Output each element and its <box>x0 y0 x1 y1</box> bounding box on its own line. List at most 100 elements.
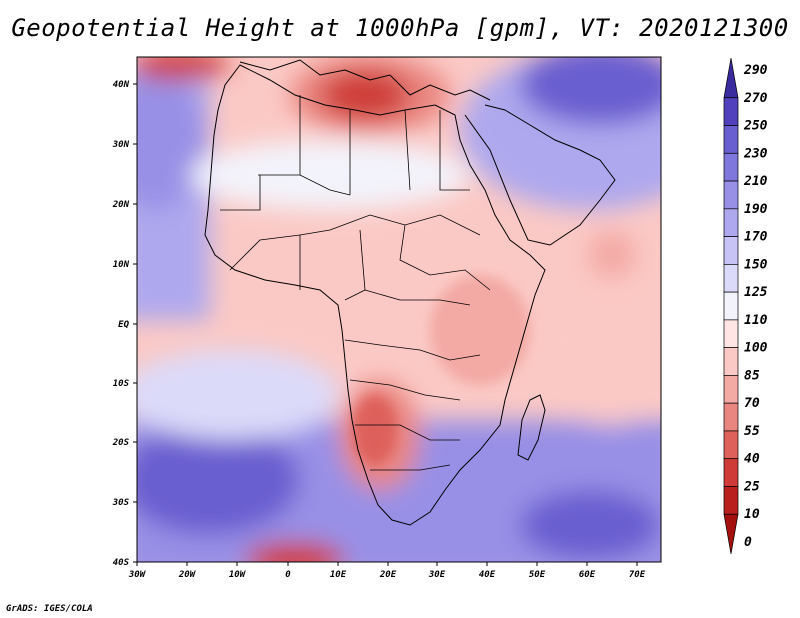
colorbar-label: 10 <box>744 507 760 522</box>
lat-label: 10N <box>113 260 130 270</box>
colorbar-swatch <box>723 375 739 404</box>
height-field <box>137 57 661 562</box>
kalahari-low-core <box>353 395 397 465</box>
lon-tick: 0 <box>285 562 291 580</box>
lon-label: 30E <box>428 570 446 580</box>
lon-label: 0 <box>285 570 291 580</box>
latitude-axis: 40N 30N 20N 10N EQ 10S 20S 30S 40S <box>112 80 137 568</box>
south-atlantic-low <box>245 542 345 562</box>
colorbar-swatch <box>723 486 739 515</box>
colorbar-label: 125 <box>744 285 768 300</box>
south-indian-high-core <box>520 490 660 560</box>
chart-title: Geopotential Height at 1000hPa [gpm], VT… <box>11 14 789 42</box>
lat-tick: 20N <box>112 200 137 210</box>
lat-tick: 30S <box>112 498 137 508</box>
colorbar-swatch <box>723 236 739 265</box>
colorbar-label: 40 <box>744 452 760 467</box>
colorbar-label: 0 <box>744 535 752 550</box>
colorbar-label: 25 <box>743 479 760 494</box>
colorbar-swatch <box>723 180 739 210</box>
lon-label: 30W <box>128 570 147 580</box>
lon-tick: 30E <box>428 562 446 580</box>
lon-tick: 20E <box>379 562 397 580</box>
lat-tick: 40S <box>113 558 137 568</box>
arabia-coastline <box>464 104 616 246</box>
lon-tick: 10W <box>229 562 247 580</box>
lon-label: 40E <box>479 570 496 580</box>
lat-label: 20N <box>112 200 130 210</box>
lon-tick: 50E <box>529 562 546 580</box>
colorbar-swatch <box>723 97 739 126</box>
colorbar-swatch <box>723 458 739 487</box>
colorbar-label: 190 <box>744 202 768 217</box>
colorbar-label: 110 <box>744 313 768 328</box>
lon-tick: 10E <box>330 562 347 580</box>
map-frame <box>136 56 662 563</box>
lon-label: 50E <box>529 570 546 580</box>
africa-coastline <box>204 64 546 526</box>
lon-label: 70E <box>629 570 646 580</box>
colorbar-swatch <box>723 57 739 99</box>
colorbar-label: 250 <box>743 119 768 134</box>
longitude-axis: 30W 20W 10W 0 10E 20E 30E 40E 50E 60E 70… <box>128 562 646 580</box>
borders-north <box>220 95 470 211</box>
colorbar-swatch <box>723 264 739 293</box>
lat-tick: 40N <box>113 80 137 90</box>
colorbar-label: 55 <box>744 424 760 439</box>
colorbar-label: 270 <box>743 91 768 106</box>
sahara-neutral <box>190 140 470 210</box>
colorbar-label: 70 <box>744 396 760 411</box>
lon-label: 20E <box>379 570 397 580</box>
borders-central <box>229 214 491 306</box>
lat-label: 10S <box>113 379 130 389</box>
lat-label: 20S <box>112 438 130 448</box>
lon-tick: 60E <box>579 562 596 580</box>
colorbar: 2902702502302101901701501251101008570554… <box>723 57 768 555</box>
lon-label: 10E <box>330 570 347 580</box>
coastlines <box>204 59 616 526</box>
south-atlantic-transition <box>137 350 340 440</box>
colorbar-swatch <box>723 125 739 154</box>
colorbar-swatch <box>723 430 739 460</box>
lat-label: 40S <box>113 558 130 568</box>
colorbar-label: 290 <box>743 63 768 78</box>
credit-text: GrADS: IGES/COLA <box>6 604 93 614</box>
indian-ocean-low-core <box>588 231 636 279</box>
colorbar-swatch <box>723 152 739 182</box>
madagascar <box>517 394 546 461</box>
lat-tick: 10N <box>113 260 137 270</box>
colorbar-swatch <box>723 347 739 376</box>
lon-tick: 70E <box>629 562 646 580</box>
lat-tick: 10S <box>113 379 137 389</box>
europe-coastline <box>239 59 491 101</box>
lon-label: 10W <box>229 570 247 580</box>
borders-south <box>344 339 481 471</box>
northwest-low <box>137 57 230 80</box>
lat-tick: EQ <box>118 320 137 330</box>
south-atlantic-high-core <box>137 425 300 535</box>
lat-tick: 20S <box>112 438 137 448</box>
colorbar-swatch <box>723 291 739 321</box>
lon-tick: 40E <box>479 562 496 580</box>
colorbar-label: 210 <box>743 174 768 189</box>
colorbar-swatch <box>723 208 739 237</box>
colorbar-label: 230 <box>743 146 768 161</box>
lon-label: 60E <box>579 570 596 580</box>
colorbar-swatch <box>723 402 739 432</box>
lat-label: 30S <box>112 498 130 508</box>
lon-label: 20W <box>178 570 197 580</box>
east-africa-warm <box>430 275 530 385</box>
lon-tick: 30W <box>128 562 147 580</box>
lat-tick: 30N <box>112 140 137 150</box>
lat-label: 40N <box>113 80 130 90</box>
colorbar-label: 85 <box>744 368 760 383</box>
north-atlantic-core <box>137 70 205 210</box>
lat-label: 30N <box>112 140 130 150</box>
lon-tick: 20W <box>178 562 197 580</box>
colorbar-swatch <box>723 319 739 348</box>
lat-label: EQ <box>118 320 129 330</box>
colorbar-swatch <box>723 513 739 555</box>
asian-high-core <box>520 57 661 125</box>
colorbar-label: 100 <box>744 341 768 356</box>
